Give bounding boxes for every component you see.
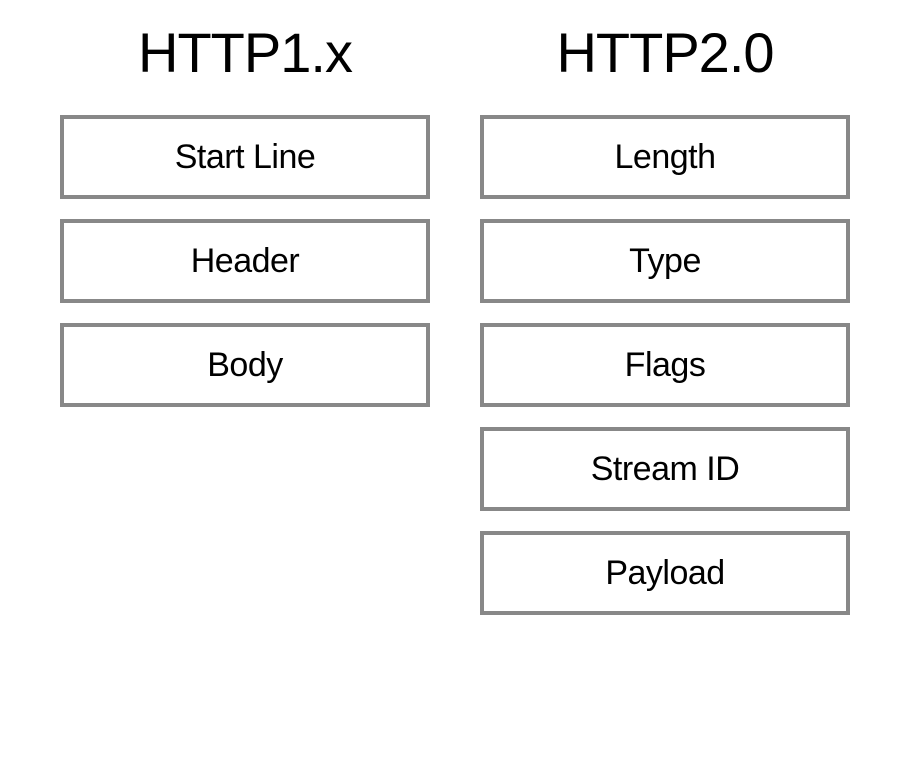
box-label: Body bbox=[207, 346, 283, 385]
column-title-http1: HTTP1.x bbox=[138, 20, 352, 85]
box-label: Stream ID bbox=[591, 450, 740, 489]
box-start-line: Start Line bbox=[60, 115, 430, 199]
box-label: Flags bbox=[625, 346, 706, 385]
box-label: Payload bbox=[605, 554, 724, 593]
column-http2: HTTP2.0 Length Type Flags Stream ID Payl… bbox=[480, 20, 850, 774]
column-http1: HTTP1.x Start Line Header Body bbox=[60, 20, 430, 774]
box-label: Length bbox=[615, 138, 716, 177]
box-type: Type bbox=[480, 219, 850, 303]
box-label: Type bbox=[629, 242, 701, 281]
box-header: Header bbox=[60, 219, 430, 303]
box-payload: Payload bbox=[480, 531, 850, 615]
box-stream-id: Stream ID bbox=[480, 427, 850, 511]
box-body: Body bbox=[60, 323, 430, 407]
box-length: Length bbox=[480, 115, 850, 199]
box-label: Header bbox=[191, 242, 300, 281]
box-flags: Flags bbox=[480, 323, 850, 407]
column-title-http2: HTTP2.0 bbox=[556, 20, 773, 85]
box-label: Start Line bbox=[175, 138, 316, 177]
